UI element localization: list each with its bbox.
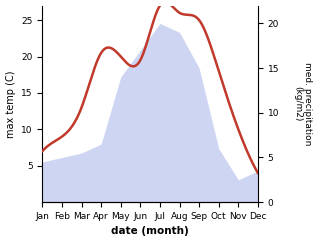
X-axis label: date (month): date (month) [111,227,189,236]
Y-axis label: med. precipitation
(kg/m2): med. precipitation (kg/m2) [293,62,313,145]
Y-axis label: max temp (C): max temp (C) [5,70,16,138]
